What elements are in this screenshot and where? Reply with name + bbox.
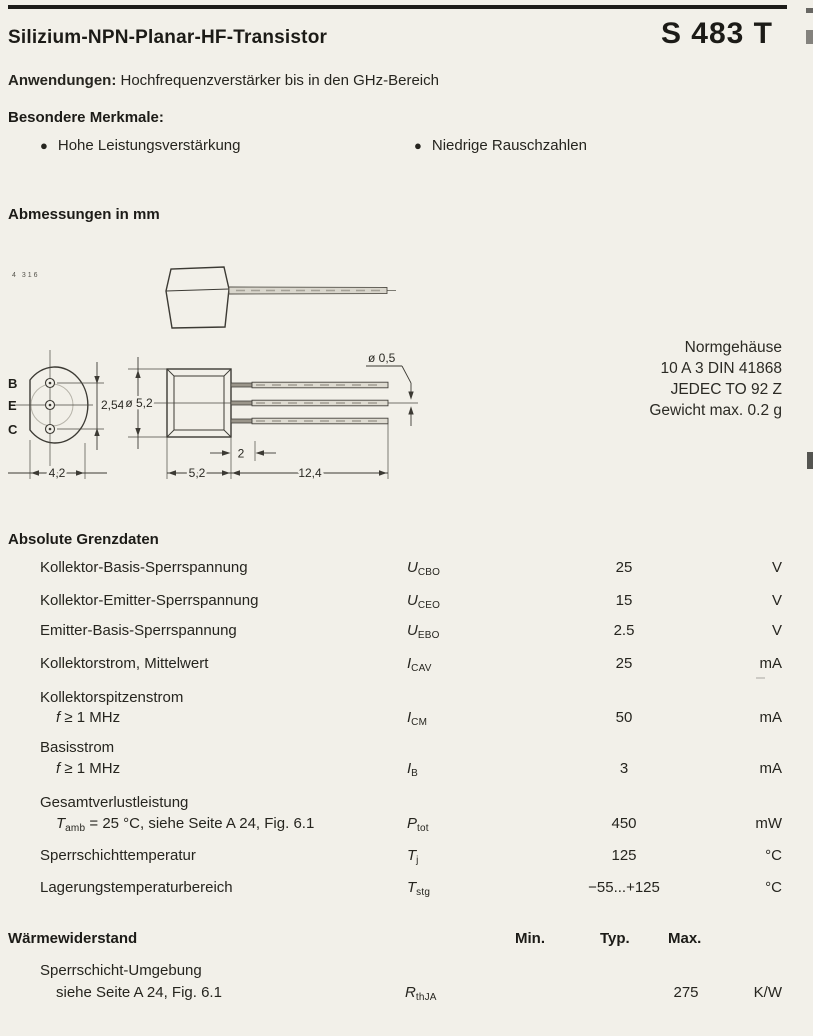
part-number: S 483 T	[660, 17, 773, 50]
norm-case-block: Normgehäuse 10 A 3 DIN 41868 JEDEC TO 92…	[649, 337, 782, 421]
row-symbol: Tj	[407, 847, 419, 866]
dim-pin-pitch: 2,54	[101, 398, 125, 412]
pin-view: B E C 2,54 4,2	[8, 350, 127, 483]
row-label: Emitter-Basis-Sperrspannung	[40, 622, 237, 639]
row-symbol: UCEO	[407, 592, 441, 611]
row-value: 25	[615, 655, 633, 672]
row-label: Kollektor-Basis-Sperrspannung	[40, 559, 248, 576]
dim-lead-length: 12,4	[298, 466, 322, 480]
print-code: 4 316	[12, 272, 40, 279]
row-condition: f ≥ 1 MHz	[56, 760, 121, 777]
row-label: Basisstrom	[40, 739, 115, 756]
row-value: 3	[619, 760, 629, 777]
row-value: 2.5	[613, 622, 635, 639]
pin-label-c: C	[8, 422, 18, 437]
bullet-icon: ●	[414, 138, 422, 153]
perspective-view	[165, 266, 396, 329]
row-value: 450	[611, 815, 637, 832]
row-label: Sperrschichttemperatur	[40, 847, 196, 864]
row-condition: f ≥ 1 MHz	[56, 709, 121, 726]
row-unit: K/W	[753, 984, 782, 1001]
norm-line: Gewicht max. 0.2 g	[649, 402, 782, 419]
package-drawing: B E C 2,54 4,2	[8, 266, 418, 483]
row-value: 125	[611, 847, 637, 864]
thermal-heading: Wärmewiderstand	[8, 930, 138, 947]
row-label: Kollektorspitzenstrom	[40, 689, 184, 706]
row-note: siehe Seite A 24, Fig. 6.1	[56, 984, 222, 1001]
scan-artifact	[806, 8, 813, 13]
norm-line: Normgehäuse	[684, 339, 782, 356]
row-unit: °C	[765, 879, 782, 896]
row-value: 50	[615, 709, 633, 726]
row-label: Gesamtverlustleistung	[40, 794, 189, 811]
col-header-max: Max.	[668, 930, 702, 947]
features-heading: Besondere Merkmale:	[8, 109, 164, 126]
row-value: 25	[615, 559, 633, 576]
row-condition: Tamb = 25 °C, siehe Seite A 24, Fig. 6.1	[56, 815, 315, 834]
col-header-min: Min.	[515, 930, 545, 947]
dim-flat-width: 4,2	[49, 466, 66, 480]
scan-artifact	[806, 30, 813, 44]
row-label: Lagerungstemperaturbereich	[40, 879, 233, 896]
row-symbol: Ptot	[407, 815, 429, 834]
row-symbol: ICAV	[407, 655, 432, 674]
dimensions-heading: Abmessungen in mm	[8, 206, 160, 223]
row-unit: mW	[755, 815, 782, 832]
col-header-typ: Typ.	[600, 930, 630, 947]
feature-item: ● Hohe Leistungsverstärkung	[40, 137, 240, 154]
applications-line: Anwendungen: Hochfrequenzverstärker bis …	[8, 72, 439, 89]
row-unit: V	[771, 592, 782, 609]
applications-text: Hochfrequenzverstärker bis in den GHz-Be…	[116, 72, 439, 89]
feature-item: ● Niedrige Rauschzahlen	[414, 137, 587, 154]
norm-line: 10 A 3 DIN 41868	[660, 360, 782, 377]
scan-artifact	[756, 677, 765, 679]
row-label: Sperrschicht-Umgebung	[40, 962, 202, 979]
row-value: −55...+125	[588, 879, 660, 896]
feature-label: Niedrige Rauschzahlen	[431, 137, 587, 154]
norm-line: JEDEC TO 92 Z	[670, 381, 782, 398]
row-label: Kollektorstrom, Mittelwert	[40, 655, 209, 672]
dim-body-width: 5,2	[189, 466, 206, 480]
page-title: Silizium-NPN-Planar-HF-Transistor	[8, 27, 328, 48]
row-unit: mA	[759, 709, 783, 726]
row-symbol: IB	[407, 760, 419, 779]
applications-label: Anwendungen:	[8, 72, 117, 89]
row-value: 15	[615, 592, 633, 609]
dim-lead-dia: ø 0,5	[368, 351, 396, 365]
row-symbol: RthJA	[405, 984, 437, 1003]
row-unit: mA	[759, 655, 783, 672]
bullet-icon: ●	[40, 138, 48, 153]
top-rule	[8, 5, 787, 9]
pin-label-e: E	[8, 398, 17, 413]
front-view: ø 5,2 ø 0,5 2 5,2	[123, 349, 418, 483]
pin-label-b: B	[8, 376, 17, 391]
scan-artifact	[807, 452, 813, 469]
dim-body-height: ø 5,2	[125, 396, 153, 410]
row-symbol: UEBO	[407, 622, 440, 641]
row-unit: mA	[759, 760, 783, 777]
row-symbol: UCBO	[407, 559, 441, 578]
feature-label: Hohe Leistungsverstärkung	[57, 137, 241, 154]
row-symbol: ICM	[407, 709, 428, 728]
dim-lead-exit: 2	[238, 447, 245, 461]
row-label: Kollektor-Emitter-Sperrspannung	[40, 592, 259, 609]
row-symbol: Tstg	[407, 879, 431, 898]
leads	[230, 381, 418, 425]
row-unit: V	[771, 559, 782, 576]
limits-heading: Absolute Grenzdaten	[8, 531, 159, 548]
row-unit: °C	[765, 847, 782, 864]
row-max-value: 275	[673, 984, 699, 1001]
row-unit: V	[771, 622, 782, 639]
